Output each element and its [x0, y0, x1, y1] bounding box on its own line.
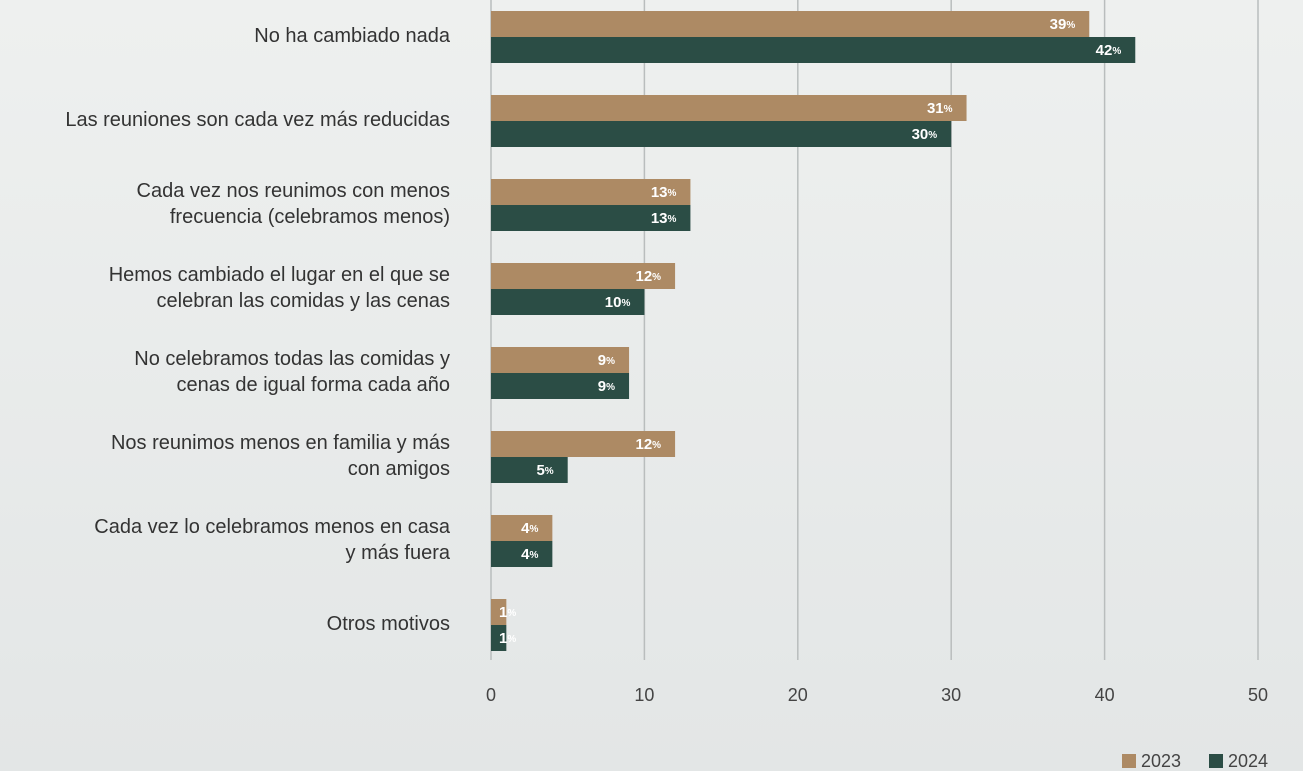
value-number: 31	[927, 100, 944, 117]
value-unit: %	[507, 608, 516, 619]
bar	[491, 457, 568, 483]
category-line: Otros motivos	[327, 613, 450, 635]
value-unit: %	[545, 466, 554, 477]
value-number: 1	[499, 604, 507, 621]
bar	[491, 373, 630, 399]
value-unit: %	[652, 272, 661, 283]
bar	[491, 121, 952, 147]
value-label: 4%	[521, 520, 538, 537]
category-label: Cada vez lo celebramos menos en casa y má…	[94, 516, 451, 564]
value-unit: %	[1066, 20, 1075, 31]
value-number: 4	[521, 520, 530, 537]
value-number: 12	[635, 436, 652, 453]
category-label: Otros motivos	[327, 613, 450, 635]
category-line: Cada vez lo celebramos menos en casa	[94, 516, 451, 538]
bar	[491, 37, 1136, 63]
category-line: y más fuera	[346, 542, 451, 564]
category-label: No celebramos todas las comidas y cenas d…	[134, 348, 450, 396]
bar	[491, 347, 630, 373]
value-unit: %	[529, 524, 538, 535]
value-label: 31%	[927, 100, 953, 117]
bar	[491, 541, 553, 567]
value-number: 10	[605, 294, 622, 311]
category-line: Las reuniones son cada vez más reducidas	[65, 109, 450, 131]
x-tick-label: 10	[634, 685, 654, 705]
value-number: 12	[635, 268, 652, 285]
value-unit: %	[529, 550, 538, 561]
value-label: 5%	[536, 462, 553, 479]
value-label: 1%	[499, 604, 516, 621]
legend-label: 2024	[1228, 751, 1268, 771]
legend-label: 2023	[1141, 751, 1181, 771]
value-label: 13%	[651, 210, 677, 227]
category-line: No ha cambiado nada	[254, 25, 451, 47]
bar	[491, 205, 691, 231]
bar	[491, 95, 967, 121]
value-label: 42%	[1096, 42, 1122, 59]
value-unit: %	[652, 440, 661, 451]
value-unit: %	[606, 356, 615, 367]
category-line: No celebramos todas las comidas y	[134, 348, 450, 370]
category-line: celebran las comidas y las cenas	[157, 290, 450, 312]
category-label: Hemos cambiado el lugar en el que se cele…	[109, 264, 450, 312]
category-line: Cada vez nos reunimos con menos	[137, 180, 451, 202]
value-number: 13	[651, 184, 668, 201]
value-label: 12%	[635, 268, 661, 285]
category-line: Nos reunimos menos en familia y más	[111, 432, 450, 454]
category-label: Nos reunimos menos en familia y más con a…	[111, 432, 450, 480]
value-label: 10%	[605, 294, 631, 311]
x-tick-label: 0	[486, 685, 496, 705]
value-number: 9	[598, 378, 606, 395]
category-line: cenas de igual forma cada año	[176, 374, 450, 396]
x-tick-label: 30	[941, 685, 961, 705]
value-label: 9%	[598, 352, 615, 369]
category-label: No ha cambiado nada	[254, 25, 451, 47]
value-unit: %	[928, 130, 937, 141]
category-line: con amigos	[348, 458, 450, 480]
legend-swatch	[1209, 754, 1223, 768]
bar	[491, 289, 645, 315]
value-label: 9%	[598, 378, 615, 395]
value-label: 30%	[912, 126, 938, 143]
bar	[491, 599, 507, 625]
value-unit: %	[621, 298, 630, 309]
value-label: 4%	[521, 546, 538, 563]
value-label: 39%	[1050, 16, 1076, 33]
category-label: Las reuniones son cada vez más reducidas	[65, 109, 450, 131]
value-unit: %	[668, 188, 677, 199]
value-number: 42	[1096, 42, 1113, 59]
bar	[491, 431, 676, 457]
value-unit: %	[944, 104, 953, 115]
value-label: 13%	[651, 184, 677, 201]
category-line: frecuencia (celebramos menos)	[170, 206, 450, 228]
bar	[491, 515, 553, 541]
value-number: 13	[651, 210, 668, 227]
bar	[491, 263, 676, 289]
value-number: 1	[499, 630, 507, 647]
x-tick-label: 20	[788, 685, 808, 705]
value-label: 12%	[635, 436, 661, 453]
bar	[491, 179, 691, 205]
category-line: Hemos cambiado el lugar en el que se	[109, 264, 450, 286]
legend-swatch	[1122, 754, 1136, 768]
value-number: 4	[521, 546, 530, 563]
value-unit: %	[1112, 46, 1121, 57]
x-tick-label: 50	[1248, 685, 1268, 705]
bar	[491, 625, 507, 651]
value-number: 5	[536, 462, 544, 479]
value-number: 39	[1050, 16, 1067, 33]
value-unit: %	[507, 634, 516, 645]
value-unit: %	[668, 214, 677, 225]
value-number: 30	[912, 126, 929, 143]
value-unit: %	[606, 382, 615, 393]
bar	[491, 11, 1090, 37]
value-number: 9	[598, 352, 606, 369]
x-tick-label: 40	[1095, 685, 1115, 705]
category-label: Cada vez nos reunimos con menos frecuenci…	[137, 180, 451, 228]
value-label: 1%	[499, 630, 516, 647]
